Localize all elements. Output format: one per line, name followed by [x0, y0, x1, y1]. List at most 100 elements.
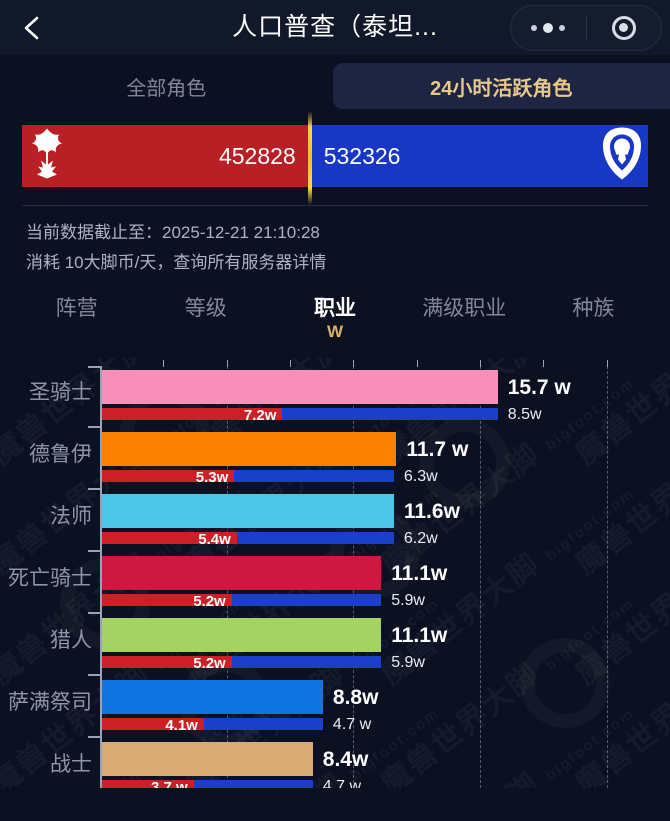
total-bar: [100, 494, 394, 528]
chart-row[interactable]: 猎人 11.1w 5.2w 5.9w: [0, 618, 670, 680]
total-value-label: 15.7 w: [507, 376, 571, 399]
chart-y-axis: [100, 366, 102, 788]
alliance-segment: [282, 408, 498, 420]
alliance-segment: [193, 780, 313, 788]
alliance-emblem-icon: [598, 126, 646, 187]
axis-tick: [290, 360, 291, 367]
total-bar: [100, 618, 382, 652]
chart-top-axis: [100, 360, 670, 367]
axis-tick: [416, 360, 418, 367]
chart-row[interactable]: 死亡骑士 11.1w 5.2w 5.9w: [0, 556, 670, 618]
axis-tick: [88, 736, 100, 738]
tab-label: 职业: [314, 297, 356, 320]
horde-emblem-icon: [24, 127, 70, 186]
more-dots-icon: [531, 22, 566, 33]
faction-split-bar: [100, 656, 382, 668]
horde-segment: [100, 470, 235, 482]
gridline: [480, 366, 481, 788]
category-tabs: 阵营 等级 职业 W 满级职业 种族: [0, 292, 670, 340]
back-button[interactable]: [18, 15, 44, 41]
alliance-segment: [236, 532, 394, 544]
axis-tick: [88, 426, 100, 428]
segmented-control: 全部角色 24小时活跃角色: [0, 55, 670, 117]
total-value-label: 8.8w: [332, 686, 379, 709]
chart-row[interactable]: 德鲁伊 11.7 w 5.3w 6.3w: [0, 432, 670, 494]
tab-max-level-class[interactable]: 满级职业: [400, 292, 529, 340]
faction-split-bar: [100, 470, 394, 482]
horde-segment: [100, 780, 194, 788]
total-bar: [100, 742, 313, 776]
tab-level[interactable]: 等级: [141, 292, 270, 340]
alliance-value-label: 6.3w: [403, 468, 438, 485]
alliance-value-label: 4.7 w: [322, 778, 362, 788]
total-bar: [100, 556, 382, 590]
axis-tick: [353, 360, 355, 367]
axis-tick: [88, 488, 100, 490]
axis-tick: [88, 366, 100, 368]
alliance-value-label: 5.9w: [391, 654, 425, 671]
axis-tick: [543, 360, 545, 367]
chart-row-label: 萨满祭司: [8, 691, 92, 714]
segment-active-24h[interactable]: 24小时活跃角色: [332, 63, 670, 109]
cost-note[interactable]: 消耗 10大脚币/天，查询所有服务器详情: [26, 253, 327, 272]
segment-all-characters[interactable]: 全部角色: [0, 63, 333, 109]
axis-tick: [88, 674, 100, 676]
chart-row-label: 战士: [50, 753, 92, 776]
faction-split-bar: [100, 594, 382, 606]
total-value-label: 11.7 w: [406, 438, 469, 461]
total-bar: [100, 370, 498, 404]
horde-value-label: 4.1w: [165, 717, 198, 734]
horde-segment: [100, 718, 204, 730]
chart-row[interactable]: 萨满祭司 8.8w 4.1w 4.7 w: [0, 680, 670, 742]
total-value-label: 11.1w: [391, 624, 448, 647]
chart-row-label: 圣骑士: [29, 381, 92, 404]
capsule-divider: [585, 14, 587, 41]
chart-row-label: 法师: [50, 505, 92, 528]
axis-tick: [606, 360, 608, 367]
segment-label: 全部角色: [126, 77, 207, 100]
horde-value-label: 7.2w: [243, 407, 277, 424]
close-miniprogram-button[interactable]: [587, 6, 662, 50]
horde-count: 452828: [218, 142, 296, 169]
tab-class[interactable]: 职业 W: [270, 292, 399, 340]
faction-split-bar: [100, 408, 498, 420]
alliance-segment: [231, 594, 382, 606]
alliance-segment: [203, 718, 323, 730]
alliance-bar[interactable]: 532326: [309, 125, 648, 187]
faction-split-bar: [100, 780, 313, 788]
horde-bar[interactable]: 452828: [22, 125, 310, 187]
section-divider: [22, 205, 648, 206]
alliance-value-label: 6.2w: [403, 530, 438, 547]
total-bar: [100, 680, 323, 714]
horde-value-label: 5.2w: [193, 593, 226, 610]
chart-row-label: 德鲁伊: [29, 443, 92, 466]
updated-label: 当前数据截止至：: [26, 223, 162, 242]
horde-segment: [100, 532, 237, 544]
target-circle-icon: [611, 15, 636, 40]
chart-row[interactable]: 战士 8.4w 3.7 w 4.7 w: [0, 742, 670, 788]
tab-label: 种族: [572, 297, 615, 320]
tab-race[interactable]: 种族: [529, 292, 658, 340]
axis-tick: [163, 360, 165, 367]
alliance-value-label: 4.7 w: [332, 716, 372, 733]
horde-segment: [100, 594, 232, 606]
faction-bar: 452828 532326: [22, 111, 648, 205]
tab-faction[interactable]: 阵营: [12, 292, 141, 340]
total-value-label: 11.1w: [391, 562, 448, 585]
chart-row[interactable]: 法师 11.6w 5.4w 6.2w: [0, 494, 670, 556]
gridline: [606, 366, 608, 788]
chart-row[interactable]: 圣骑士 15.7 w 7.2w 8.5w: [0, 370, 670, 432]
tab-label: 阵营: [55, 297, 98, 320]
chart-row-label: 猎人: [50, 629, 92, 652]
faction-split-bar: [100, 718, 323, 730]
active-tab-marker-icon: W: [326, 322, 344, 341]
tab-label: 等级: [184, 297, 227, 320]
page-title: 人口普查（泰坦...: [232, 13, 438, 41]
axis-tick: [226, 360, 228, 367]
alliance-segment: [231, 656, 382, 668]
more-menu-button[interactable]: [511, 6, 586, 50]
faction-split-bar: [100, 532, 394, 544]
segment-label: 24小时活跃角色: [430, 77, 573, 100]
faction-divider: [307, 111, 312, 205]
chevron-left-icon: [20, 15, 42, 41]
